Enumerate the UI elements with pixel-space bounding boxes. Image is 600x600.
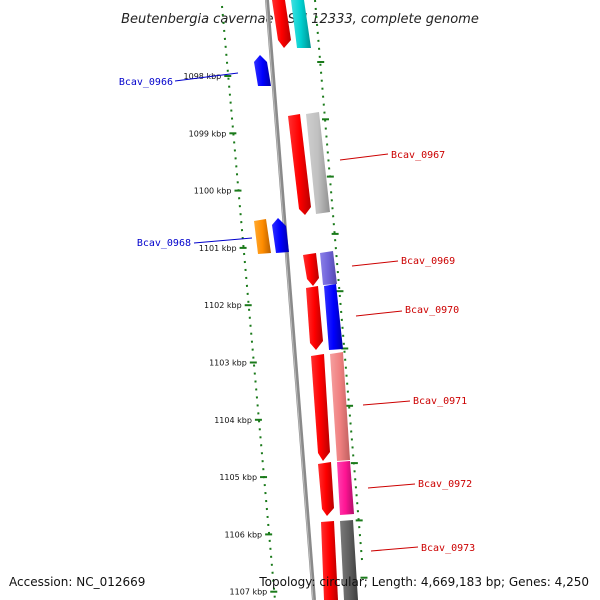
label-connectors: [174, 72, 419, 552]
connector-bcav-0973: [370, 546, 419, 552]
tick-label: 1106 kbp: [224, 530, 262, 539]
tick-label: 1098 kbp: [184, 72, 222, 81]
gene-feature-bcav-0968[interactable]: [272, 218, 289, 253]
tick-label: 1102 kbp: [204, 301, 242, 310]
summary-text: Topology: circular; Length: 4,669,183 bp…: [258, 575, 589, 589]
gene-feature-cyan[interactable]: [291, 0, 311, 48]
gene-feature-pink[interactable]: [337, 461, 354, 515]
gene-features: [254, 0, 358, 600]
gene-feature-bcav-0970[interactable]: [306, 286, 323, 350]
gene-label-bcav-0969[interactable]: Bcav_0969: [401, 256, 455, 267]
tick-ruler-inner: [221, 5, 276, 600]
gene-label-bcav-0968[interactable]: Bcav_0968: [137, 238, 191, 249]
gene-feature-bcav-0973[interactable]: [321, 521, 338, 600]
gene-feature-red[interactable]: [272, 0, 291, 48]
tick-label: 1107 kbp: [230, 588, 268, 597]
connector-bcav-0972: [367, 483, 416, 489]
gene-feature-dark-grey[interactable]: [340, 520, 358, 600]
connector-bcav-0971: [362, 400, 411, 406]
tick-label: 1100 kbp: [194, 187, 232, 196]
gene-feature-blue-2[interactable]: [324, 284, 343, 350]
gene-label-bcav-0971[interactable]: Bcav_0971: [413, 396, 467, 407]
tick-ruler-outer: [314, 0, 363, 561]
gene-label-bcav-0966[interactable]: Bcav_0966: [119, 77, 173, 88]
connector-bcav-0970: [355, 310, 403, 317]
tick-label: 1104 kbp: [214, 416, 252, 425]
gene-label-bcav-0970[interactable]: Bcav_0970: [405, 305, 459, 316]
gene-feature-bcav-0966[interactable]: [254, 55, 271, 86]
tick-label: 1103 kbp: [209, 359, 247, 368]
connector-bcav-0968: [193, 237, 253, 244]
connector-bcav-0967: [339, 153, 389, 161]
genome-backbone-highlight: [265, 0, 314, 600]
gene-feature-bcav-0969[interactable]: [303, 253, 319, 286]
gene-label-bcav-0972[interactable]: Bcav_0972: [418, 479, 472, 490]
connector-bcav-0966: [174, 72, 239, 82]
gene-feature-bcav-0971[interactable]: [311, 354, 330, 461]
genome-backbone: [265, 0, 316, 600]
tick-marks: 1098 kbp 1099 kbp 1100 kbp 1101 kbp 1102 kbp…: [184, 61, 368, 597]
gene-labels: Bcav_0966 Bcav_0967 Bcav_0968 Bcav_0969 …: [119, 77, 475, 554]
gene-label-bcav-0973[interactable]: Bcav_0973: [421, 543, 475, 554]
gene-feature-orange[interactable]: [254, 219, 271, 254]
tick-label: 1101 kbp: [199, 244, 237, 253]
gene-feature-salmon[interactable]: [330, 352, 350, 461]
gene-feature-bcav-0972[interactable]: [318, 462, 334, 516]
tick-label: 1099 kbp: [189, 129, 227, 138]
tick-label: 1105 kbp: [219, 473, 257, 482]
gene-feature-bcav-0967[interactable]: [288, 114, 311, 215]
connector-bcav-0969: [351, 260, 399, 267]
gene-feature-grey-1[interactable]: [306, 112, 330, 214]
gene-label-bcav-0967[interactable]: Bcav_0967: [391, 150, 445, 161]
accession-text: Accession: NC_012669: [9, 575, 145, 589]
gene-feature-lavender[interactable]: [320, 251, 337, 285]
